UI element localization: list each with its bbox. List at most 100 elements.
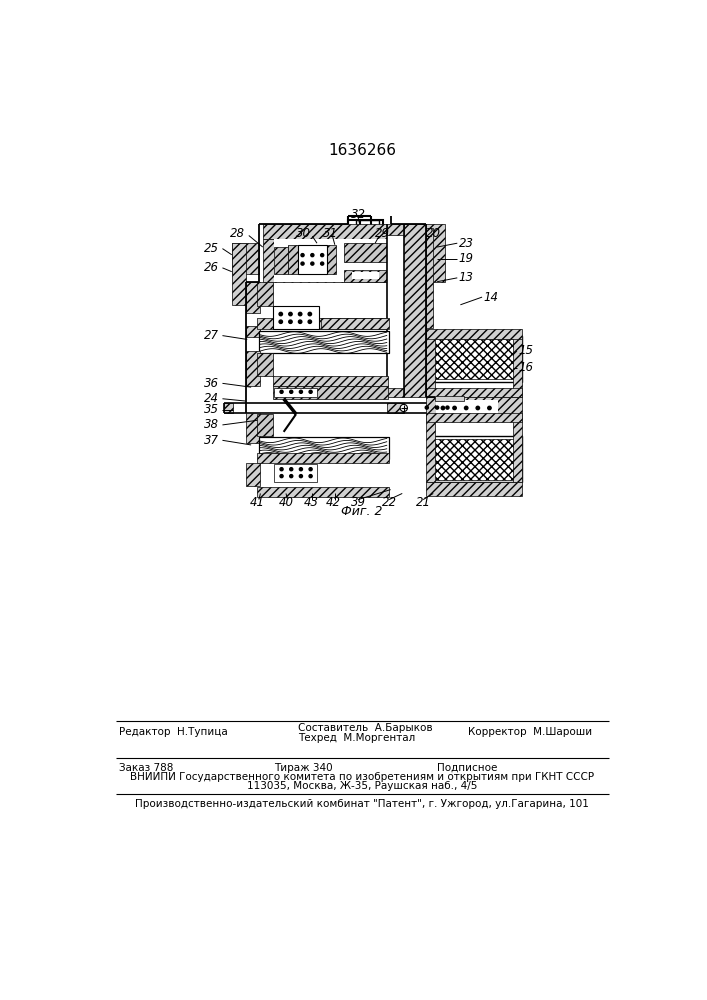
Bar <box>344 270 387 282</box>
Text: Корректор  М.Шароши: Корректор М.Шароши <box>468 727 592 737</box>
Bar <box>274 247 288 274</box>
Circle shape <box>441 406 445 410</box>
Circle shape <box>288 312 292 316</box>
Bar <box>426 329 522 339</box>
Bar <box>246 326 259 337</box>
Bar <box>274 388 317 397</box>
Bar <box>257 318 387 329</box>
Text: Техред  М.Моргентал: Техред М.Моргентал <box>298 733 415 743</box>
Text: 24: 24 <box>204 392 218 405</box>
Circle shape <box>299 475 303 478</box>
Bar <box>274 239 418 282</box>
Bar <box>263 224 421 239</box>
Bar <box>436 400 498 416</box>
Circle shape <box>309 390 312 393</box>
Circle shape <box>320 262 324 265</box>
Text: 37: 37 <box>204 434 218 447</box>
Text: 35: 35 <box>204 403 218 416</box>
Circle shape <box>400 405 407 411</box>
Bar <box>298 245 327 274</box>
Text: 26: 26 <box>204 261 218 274</box>
Text: Тираж 340: Тираж 340 <box>274 763 333 773</box>
Bar <box>426 388 522 397</box>
Bar <box>273 376 387 386</box>
Text: 42: 42 <box>326 496 341 509</box>
Bar <box>348 220 360 239</box>
Bar <box>426 420 435 482</box>
Text: Составитель  А.Барыков: Составитель А.Барыков <box>298 723 432 733</box>
Text: Редактор  Н.Тупица: Редактор Н.Тупица <box>119 727 228 737</box>
Bar <box>232 243 246 305</box>
Bar <box>263 239 421 282</box>
Bar <box>352 272 379 279</box>
Text: 113035, Москва, Ж-35, Раушская наб., 4/5: 113035, Москва, Ж-35, Раушская наб., 4/5 <box>247 781 477 791</box>
Bar <box>429 336 522 382</box>
Bar <box>402 224 426 397</box>
Text: 14: 14 <box>484 291 498 304</box>
Bar <box>387 224 404 235</box>
Circle shape <box>290 390 293 393</box>
Text: 28: 28 <box>230 227 245 240</box>
Bar <box>327 245 337 274</box>
Text: 23: 23 <box>459 237 474 250</box>
Bar <box>259 437 389 459</box>
Circle shape <box>299 390 303 393</box>
Bar <box>513 420 522 482</box>
Bar <box>257 453 389 463</box>
Circle shape <box>280 475 283 478</box>
Bar <box>433 339 519 379</box>
Bar <box>435 396 464 401</box>
Circle shape <box>290 468 293 471</box>
Text: 25: 25 <box>204 242 218 255</box>
Bar <box>246 282 259 312</box>
Bar <box>224 403 530 413</box>
Bar <box>232 243 259 274</box>
Text: 19: 19 <box>459 252 474 265</box>
Circle shape <box>425 406 428 409</box>
Bar <box>513 336 522 397</box>
Circle shape <box>301 262 304 265</box>
Circle shape <box>298 320 302 323</box>
Text: 36: 36 <box>204 377 218 390</box>
Text: 13: 13 <box>459 271 474 284</box>
Bar <box>321 318 389 329</box>
Circle shape <box>320 254 324 257</box>
Circle shape <box>288 320 292 323</box>
Bar <box>259 331 389 353</box>
Text: 38: 38 <box>204 418 218 431</box>
Bar <box>246 413 259 443</box>
Bar <box>257 414 273 436</box>
Bar <box>257 282 273 306</box>
Circle shape <box>298 312 302 316</box>
Text: 1636266: 1636266 <box>328 143 396 158</box>
Bar <box>259 437 389 459</box>
Bar <box>421 228 433 328</box>
Circle shape <box>311 262 314 265</box>
Text: Производственно-издательский комбинат "Патент", г. Ужгород, ул.Гагарина, 101: Производственно-издательский комбинат "П… <box>135 799 589 809</box>
Bar <box>426 482 522 496</box>
Circle shape <box>299 468 303 471</box>
Circle shape <box>446 406 449 409</box>
Circle shape <box>309 468 312 471</box>
Text: 39: 39 <box>351 496 366 509</box>
Circle shape <box>301 254 304 257</box>
Circle shape <box>280 468 283 471</box>
Bar <box>421 224 445 282</box>
Circle shape <box>308 312 312 316</box>
Text: 21: 21 <box>416 496 431 509</box>
Text: 29: 29 <box>375 227 390 240</box>
Circle shape <box>311 254 314 257</box>
Bar <box>387 403 404 413</box>
Bar <box>288 246 331 255</box>
Bar <box>224 403 233 413</box>
Bar <box>273 306 320 329</box>
Bar <box>246 463 259 486</box>
Circle shape <box>309 475 312 478</box>
Text: Подписное: Подписное <box>437 763 498 773</box>
Bar <box>387 388 404 397</box>
Bar <box>288 245 298 274</box>
Text: 40: 40 <box>279 496 293 509</box>
Text: 15: 15 <box>518 344 534 358</box>
Text: Фиг. 2: Фиг. 2 <box>341 505 382 518</box>
Text: 43: 43 <box>303 496 318 509</box>
